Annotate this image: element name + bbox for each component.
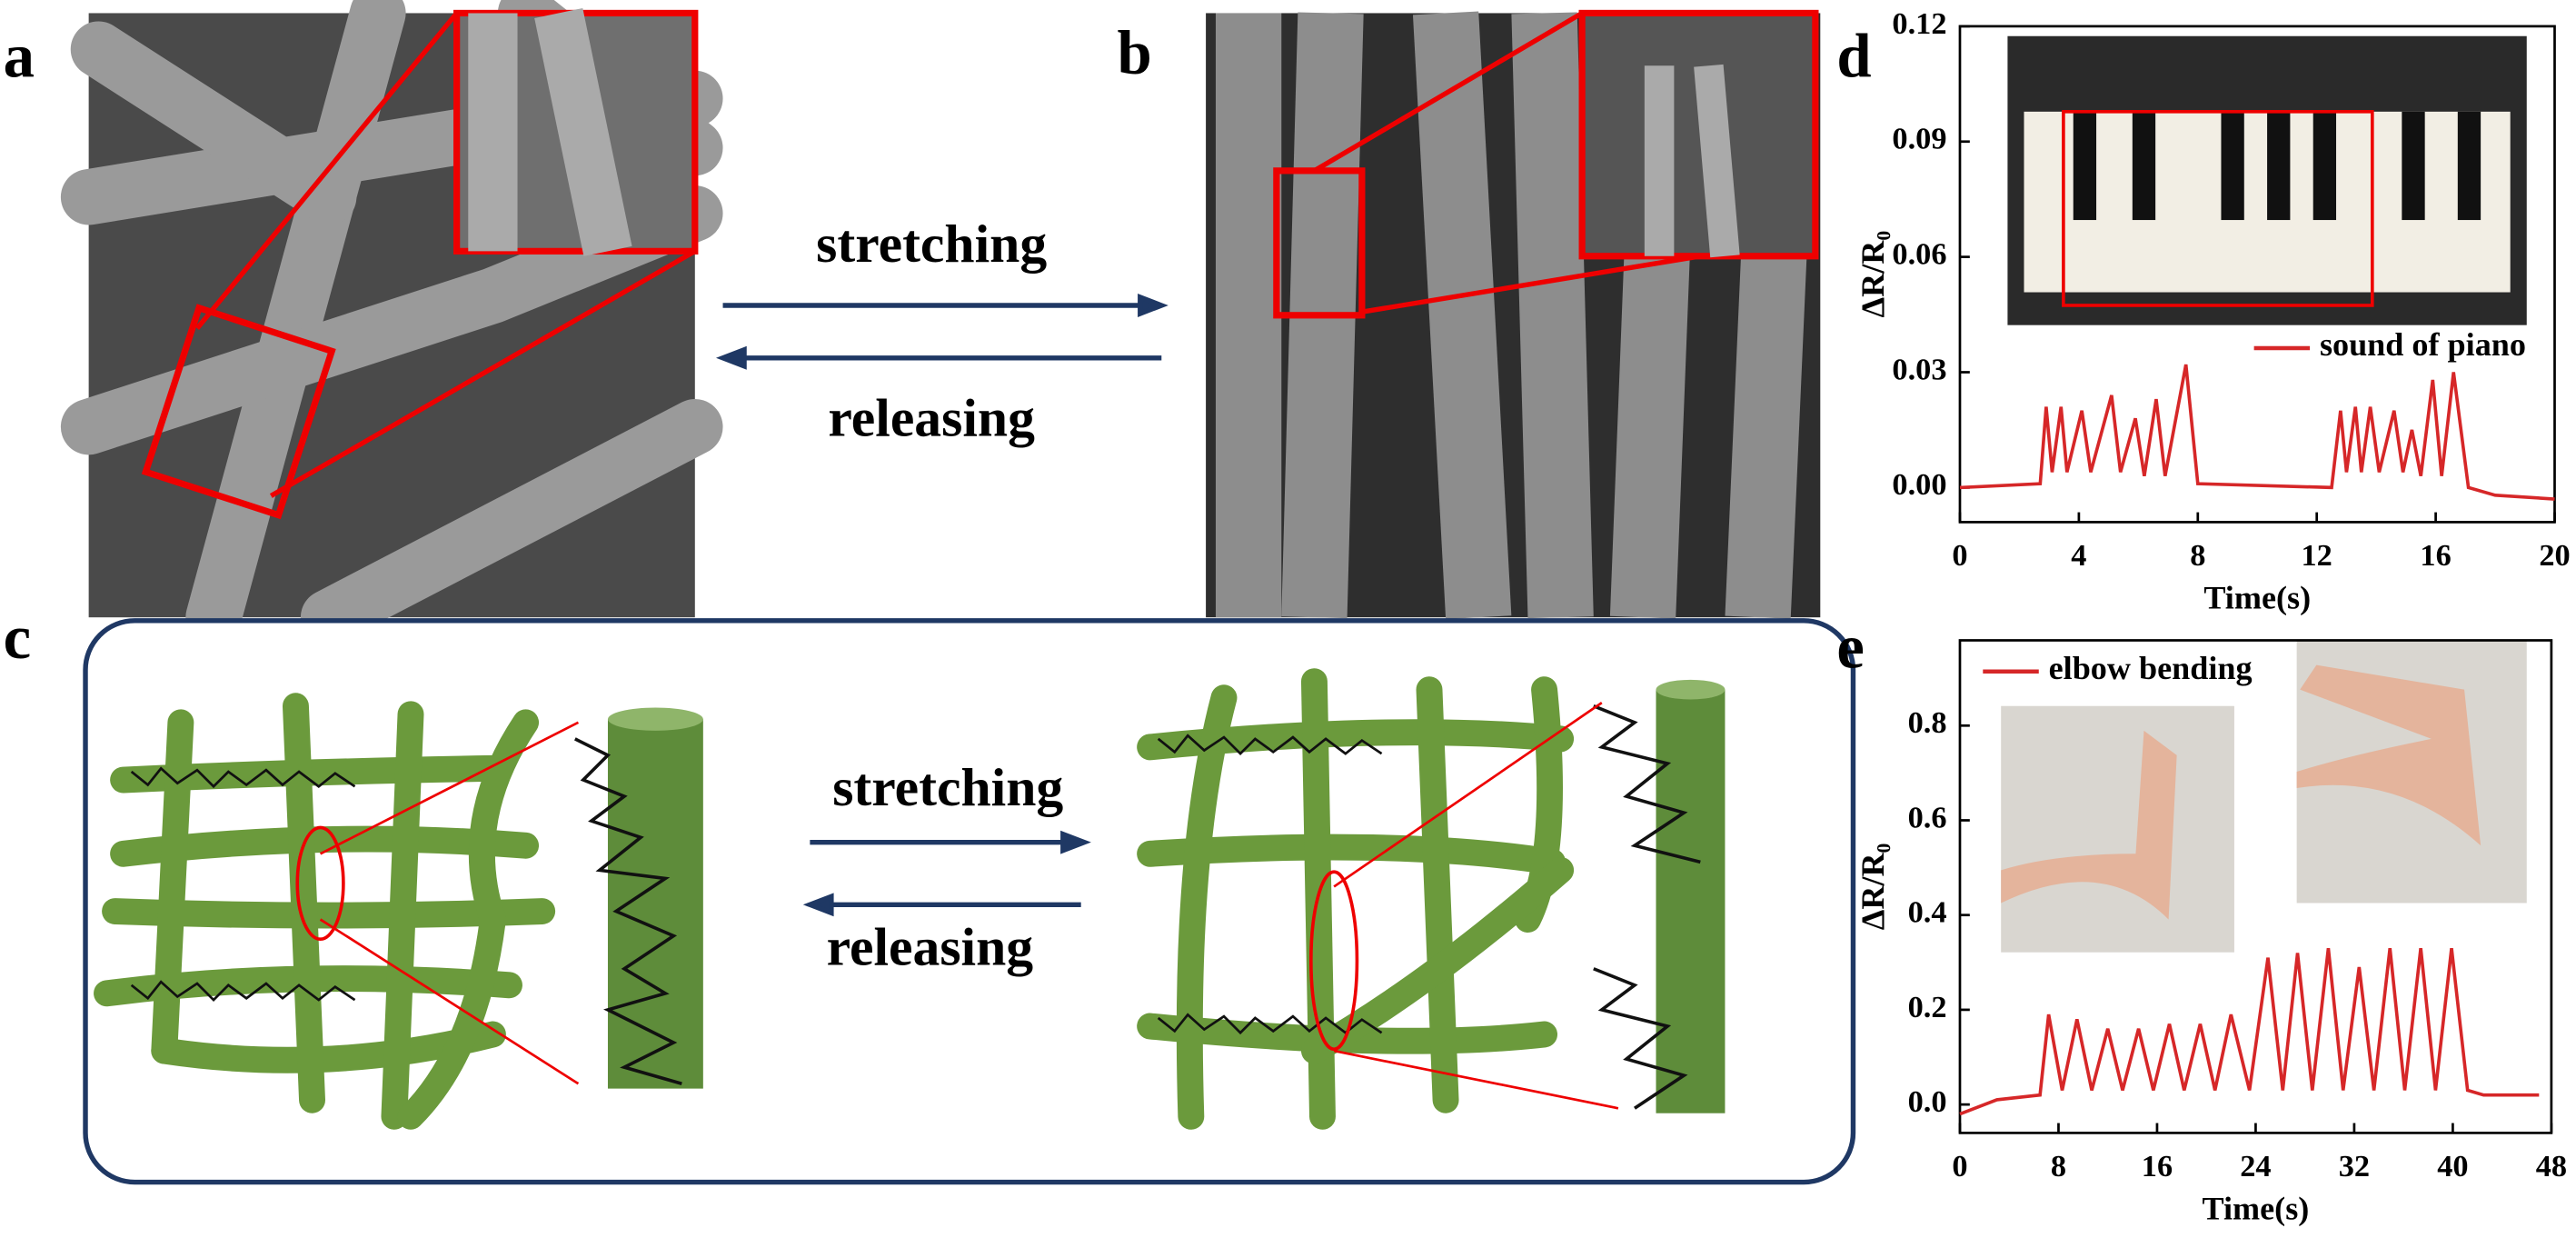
- x-tick-label: 20: [2539, 538, 2570, 573]
- y-axis-title: ΔR/R₀: [1855, 844, 1891, 931]
- sem-image-b: [1206, 9, 1821, 620]
- stretching-label: stretching: [816, 214, 1047, 274]
- panel-label: d: [1836, 21, 1871, 90]
- x-axis-title: Time(s): [2203, 579, 2311, 615]
- y-tick-label: 0.0: [1908, 1084, 1947, 1119]
- x-tick-label: 12: [2302, 538, 2332, 573]
- x-tick-label: 24: [2240, 1149, 2271, 1183]
- legend-label: elbow bending: [2049, 650, 2253, 686]
- y-tick-label: 0.8: [1908, 705, 1947, 740]
- x-tick-label: 0: [1952, 538, 1967, 573]
- arm-photos: [2001, 640, 2527, 953]
- x-tick-label: 32: [2339, 1149, 2370, 1183]
- y-tick-label: 0.06: [1892, 237, 1946, 272]
- x-tick-label: 8: [2051, 1149, 2066, 1183]
- x-tick-label: 8: [2190, 538, 2205, 573]
- stretching-label: stretching: [832, 757, 1063, 817]
- x-tick-label: 0: [1952, 1149, 1967, 1183]
- y-tick-label: 0.09: [1892, 122, 1946, 156]
- x-tick-label: 16: [2142, 1149, 2173, 1183]
- x-tick-label: 40: [2437, 1149, 2468, 1183]
- releasing-label: releasing: [828, 388, 1035, 448]
- y-tick-label: 0.03: [1892, 352, 1946, 386]
- panel-label: a: [4, 21, 35, 90]
- y-tick-label: 0.00: [1892, 467, 1946, 502]
- releasing-label: releasing: [827, 916, 1034, 976]
- y-tick-label: 0.12: [1892, 6, 1946, 41]
- panel-label: e: [1836, 613, 1864, 682]
- x-tick-label: 16: [2420, 538, 2451, 573]
- arrows-ab: [715, 294, 1169, 370]
- x-tick-label: 4: [2071, 538, 2086, 573]
- y-tick-label: 0.2: [1908, 990, 1947, 1024]
- schematic-c: [83, 618, 1856, 1185]
- plot-frame: [1958, 25, 2556, 524]
- piano-photo: [2007, 35, 2527, 325]
- panel-label: c: [4, 603, 31, 672]
- legend-label: sound of piano: [2320, 326, 2526, 363]
- arrows-c: [802, 830, 1091, 917]
- sem-image-a: [60, 0, 723, 645]
- y-tick-label: 0.6: [1908, 800, 1947, 834]
- data-line: [1959, 364, 2555, 501]
- data-line: [1959, 947, 2540, 1116]
- panel-label: b: [1117, 18, 1151, 87]
- x-tick-label: 48: [2536, 1149, 2567, 1183]
- y-tick-label: 0.4: [1908, 895, 1947, 930]
- y-axis-title: ΔR/R₀: [1855, 231, 1891, 318]
- x-axis-title: Time(s): [2203, 1190, 2310, 1226]
